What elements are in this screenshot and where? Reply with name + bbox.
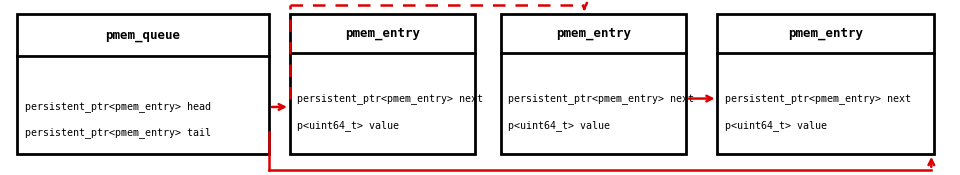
Text: p<uint64_t> value: p<uint64_t> value: [725, 120, 828, 131]
Text: p<uint64_t> value: p<uint64_t> value: [509, 120, 611, 131]
Bar: [717, 14, 934, 154]
Bar: [17, 14, 269, 154]
Text: persistent_ptr<pmem_entry> next: persistent_ptr<pmem_entry> next: [509, 93, 694, 104]
Text: p<uint64_t> value: p<uint64_t> value: [298, 120, 399, 131]
Text: pmem_entry: pmem_entry: [345, 27, 420, 40]
Text: pmem_queue: pmem_queue: [106, 29, 180, 41]
Text: persistent_ptr<pmem_entry> tail: persistent_ptr<pmem_entry> tail: [25, 127, 210, 138]
Text: pmem_entry: pmem_entry: [556, 27, 631, 40]
Text: persistent_ptr<pmem_entry> head: persistent_ptr<pmem_entry> head: [25, 102, 210, 112]
Text: pmem_entry: pmem_entry: [788, 27, 863, 40]
Bar: [290, 14, 475, 154]
Text: persistent_ptr<pmem_entry> next: persistent_ptr<pmem_entry> next: [298, 93, 484, 104]
Bar: [501, 14, 686, 154]
Text: persistent_ptr<pmem_entry> next: persistent_ptr<pmem_entry> next: [725, 93, 911, 104]
